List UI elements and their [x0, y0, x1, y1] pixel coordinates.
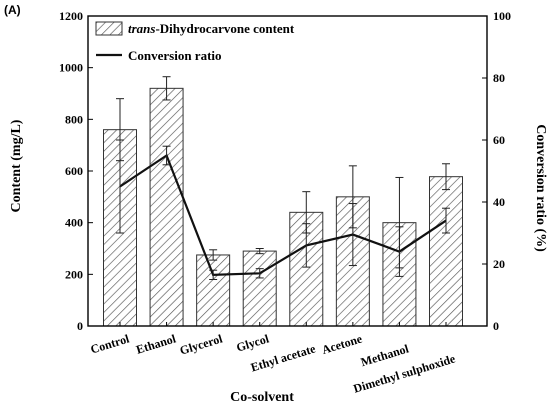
legend-label-bars-rest: -Dihydrocarvone content	[155, 21, 294, 36]
legend-label-bars: trans-Dihydrocarvone content	[128, 21, 295, 36]
y2-tick-label-40: 40	[493, 195, 505, 209]
y-tick-label-600: 600	[65, 164, 83, 178]
y-tick-label-400: 400	[65, 216, 83, 230]
y-axis-title: Content (mg/L)	[9, 119, 24, 212]
y-tick-label-800: 800	[65, 112, 83, 126]
y-tick-label-0: 0	[77, 319, 83, 333]
y2-tick-label-80: 80	[493, 71, 505, 85]
y-tick-label-1000: 1000	[59, 61, 83, 75]
x-tick-label-2: Glycerol	[178, 331, 225, 357]
y2-tick-label-100: 100	[493, 9, 511, 23]
y2-tick-label-60: 60	[493, 133, 505, 147]
y-tick-label-1200: 1200	[59, 9, 83, 23]
x-tick-label-6: Methanol	[359, 341, 411, 369]
bar-2	[196, 254, 231, 327]
y-tick-label-200: 200	[65, 267, 83, 281]
y2-tick-label-0: 0	[493, 319, 499, 333]
x-tick-label-0: Control	[89, 331, 132, 356]
conversion-line	[119, 153, 447, 276]
panel-label: (A)	[4, 3, 21, 17]
y2-axis-title: Conversion ratio (%)	[533, 124, 548, 252]
legend: trans-Dihydrocarvone content Conversion r…	[95, 21, 295, 63]
legend-swatch-bars	[95, 21, 123, 36]
x-tick-label-3: Glycol	[235, 331, 272, 354]
x-tick-label-5: Acetone	[320, 331, 364, 357]
legend-label-bars-italic: trans	[128, 21, 155, 36]
x-axis-title: Co-solvent	[230, 390, 294, 405]
y2-tick-label-20: 20	[493, 257, 505, 271]
x-tick-label-1: Ethanol	[134, 331, 178, 356]
bar-3	[242, 250, 277, 327]
bar-7	[429, 176, 463, 327]
legend-label-line: Conversion ratio	[128, 48, 222, 63]
bar-1	[149, 87, 184, 327]
